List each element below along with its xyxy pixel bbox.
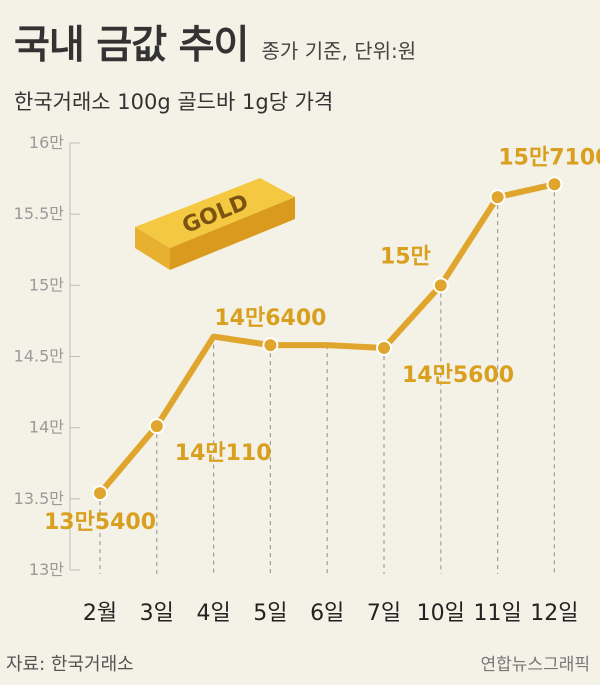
chart-subtitle: 한국거래소 100g 골드바 1g당 가격 <box>14 90 334 114</box>
data-label: 14만6400 <box>214 306 326 331</box>
y-axis: 13만 13.5만 14만 14.5만 15만 15.5만 16만 <box>14 133 80 579</box>
credit-note: 연합뉴스그래픽 <box>480 655 590 675</box>
data-point <box>376 339 392 356</box>
data-point <box>432 277 449 294</box>
data-labels: 13만5400 14만110 14만6400 14만5600 15만 15만7100 <box>44 145 600 535</box>
gridlines <box>99 184 556 574</box>
x-tick-label: 5일 <box>253 601 287 626</box>
data-markers <box>92 176 563 502</box>
title-row: 국내 금값 추이 종가 기준, 단위:원 <box>14 14 416 70</box>
x-tick-label: 10일 <box>417 601 465 626</box>
data-point <box>489 189 506 206</box>
x-tick-label: 3일 <box>140 601 174 626</box>
y-tick-label: 14만 <box>29 418 64 437</box>
data-point <box>546 176 563 193</box>
y-tick-label: 14.5만 <box>14 347 65 366</box>
data-label: 15만 <box>380 244 431 269</box>
data-label: 13만5400 <box>44 510 156 535</box>
x-tick-label: 6일 <box>310 601 344 626</box>
x-axis: 2월 3일 4일 5일 6일 7일 10일 11일 12일 <box>83 601 579 626</box>
x-tick-label: 7일 <box>367 601 401 626</box>
y-tick-label: 13만 <box>29 560 64 579</box>
source-note: 자료: 한국거래소 <box>6 654 134 675</box>
y-tick-label: 16만 <box>29 133 64 152</box>
page-title: 국내 금값 추이 <box>14 23 249 68</box>
series-line <box>97 181 558 497</box>
data-point <box>262 337 279 354</box>
gold-bar-top <box>135 178 295 248</box>
gold-bar-side <box>170 197 295 270</box>
x-tick-label: 2월 <box>83 601 117 626</box>
price-series <box>97 181 558 497</box>
unit-note: 종가 기준, 단위:원 <box>261 39 417 63</box>
gold-bar-illustration: GOLD <box>135 178 295 270</box>
gold-bar-front <box>135 227 170 270</box>
y-tick-label: 15.5만 <box>14 204 65 223</box>
data-point <box>92 485 108 502</box>
x-tick-label: 12일 <box>530 601 578 626</box>
data-label: 14만5600 <box>402 363 514 388</box>
x-tick-label: 11일 <box>473 601 521 626</box>
x-tick-label: 4일 <box>196 601 230 626</box>
y-tick-label: 15만 <box>29 275 64 294</box>
data-label: 15만7100 <box>498 145 600 170</box>
data-label: 14만110 <box>175 441 272 466</box>
y-tick-label: 13.5만 <box>14 489 65 508</box>
data-point <box>148 418 165 435</box>
